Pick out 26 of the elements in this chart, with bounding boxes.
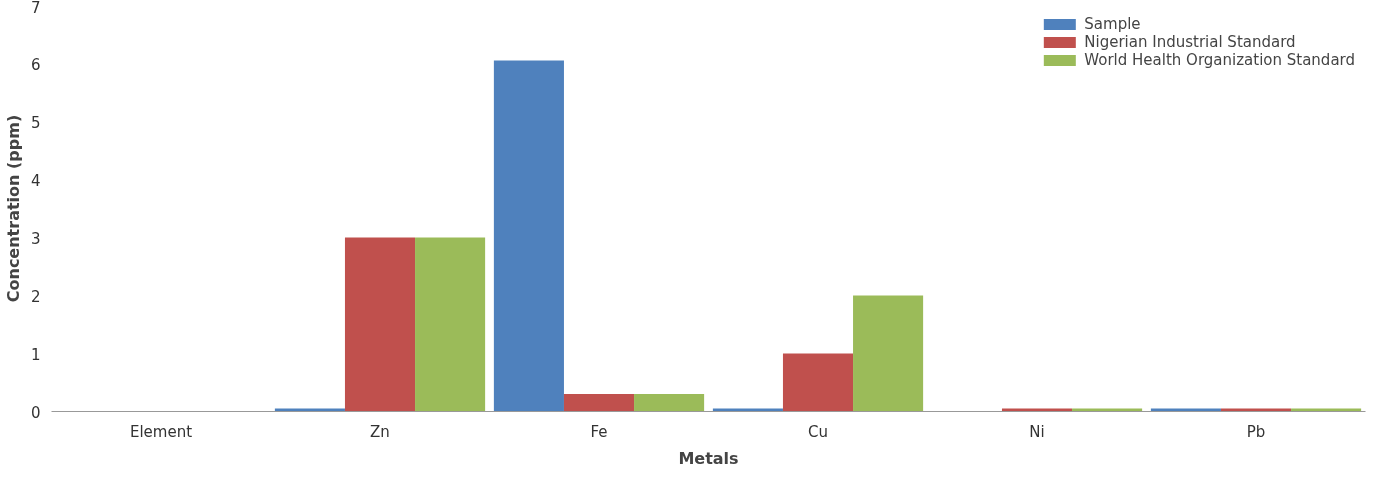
y-tick-label: 6 bbox=[30, 55, 41, 74]
y-tick-label: 5 bbox=[30, 113, 41, 132]
y-tick-label: 7 bbox=[30, 0, 41, 17]
bar bbox=[344, 237, 416, 412]
y-axis-title: Concentration (ppm) bbox=[3, 114, 23, 303]
x-tick-label: Zn bbox=[370, 422, 390, 441]
bar bbox=[782, 353, 854, 412]
x-tick-label: Pb bbox=[1246, 422, 1266, 441]
x-tick-label: Element bbox=[129, 422, 193, 441]
x-tick-label: Ni bbox=[1029, 422, 1045, 441]
legend-label: World Health Organization Standard bbox=[1084, 51, 1355, 69]
legend-label: Sample bbox=[1084, 15, 1141, 33]
y-tick-label: 4 bbox=[30, 171, 41, 190]
bar bbox=[634, 394, 705, 412]
x-tick-label: Cu bbox=[808, 422, 828, 441]
legend-label: Nigerian Industrial Standard bbox=[1084, 33, 1296, 51]
y-tick-label: 1 bbox=[30, 345, 41, 364]
bar bbox=[493, 60, 564, 412]
bar bbox=[415, 237, 486, 412]
x-tick-label: Fe bbox=[590, 422, 608, 441]
bar bbox=[853, 295, 924, 412]
y-tick-label: 2 bbox=[30, 287, 41, 306]
y-tick-label: 3 bbox=[30, 229, 41, 248]
bar bbox=[563, 394, 635, 412]
y-tick-label: 0 bbox=[30, 403, 41, 422]
x-axis-title: Metals bbox=[678, 448, 739, 468]
